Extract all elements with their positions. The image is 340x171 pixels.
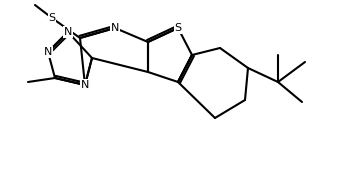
Text: S: S [174,23,182,33]
Text: N: N [44,47,52,57]
Text: N: N [111,23,119,33]
Text: N: N [64,27,72,37]
Text: S: S [48,13,55,23]
Text: N: N [81,80,89,90]
